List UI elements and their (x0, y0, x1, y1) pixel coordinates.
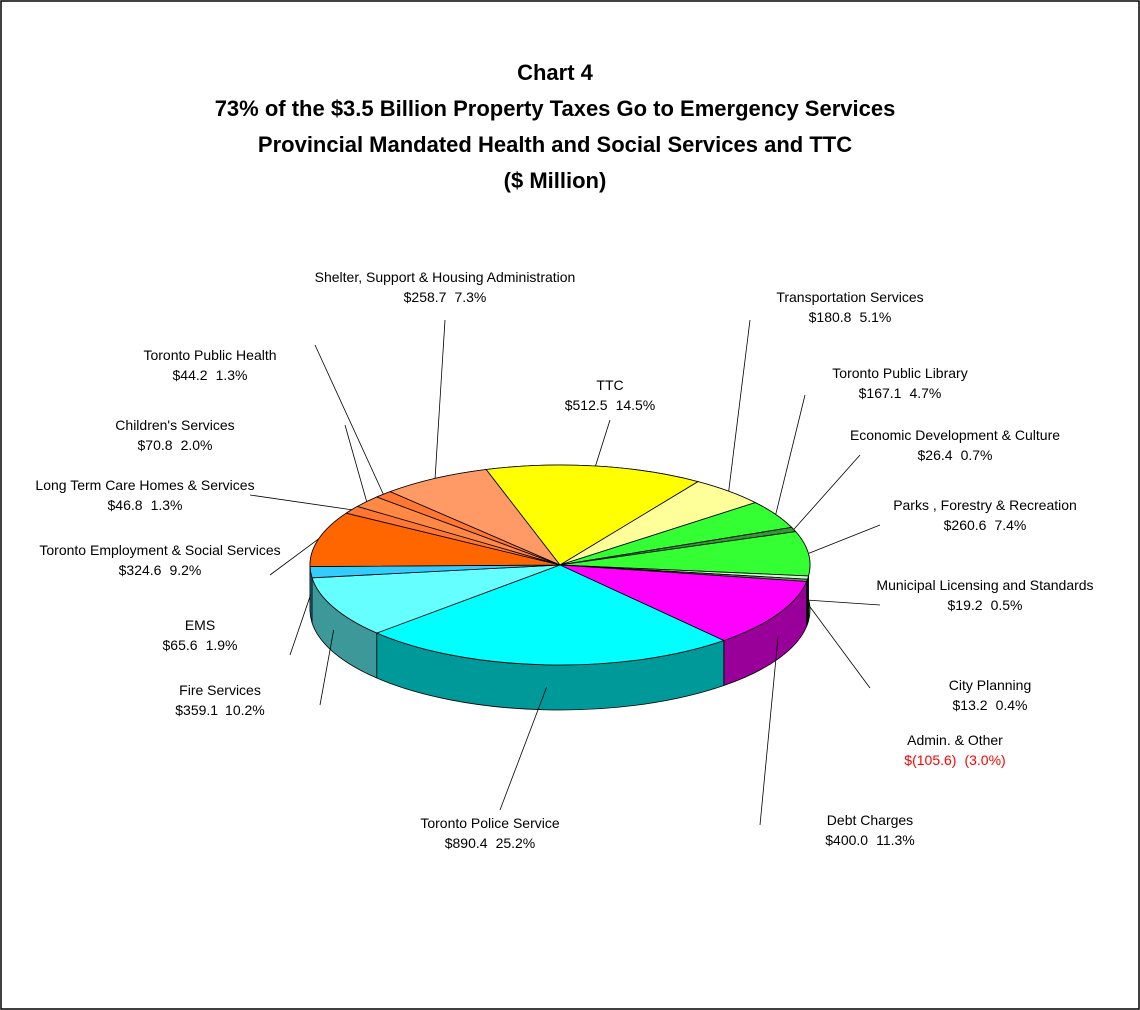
label-name: Toronto Public Library (832, 365, 967, 381)
label-value: $167.1 (859, 385, 902, 401)
leader-line (314, 344, 384, 495)
labels: TTC $512.5 14.5% Transportation Services $18… (35, 269, 1093, 851)
label-share: 1.3% (151, 497, 183, 513)
label-name: EMS (185, 617, 215, 633)
leader-line (806, 602, 871, 689)
label-name: Long Term Care Homes & Services (35, 477, 254, 493)
slice (559, 531, 811, 577)
label-share: 0.5% (991, 597, 1023, 613)
label-value: $324.6 (119, 562, 162, 578)
leader-line (344, 424, 368, 502)
data-label: Transportation Services $180.8 5.1% (776, 289, 923, 325)
slice (309, 512, 561, 567)
label-value: $359.1 (175, 702, 218, 718)
label-share: 25.2% (496, 835, 536, 851)
label-value: $70.8 (138, 437, 173, 453)
chart-title: Chart 4 (517, 60, 594, 85)
label-name: Shelter, Support & Housing Administratio… (315, 269, 576, 285)
pie-tops (309, 464, 811, 666)
label-value: $512.5 (565, 397, 608, 413)
data-label: Toronto Public Library $167.1 4.7% (832, 365, 967, 401)
data-label: Toronto Public Health $44.2 1.3% (143, 347, 276, 383)
label-name: Economic Development & Culture (850, 427, 1060, 443)
label-value: $65.6 (163, 637, 198, 653)
chart-subtitle: ($ Million) (504, 168, 607, 193)
chart-subtitle: Provincial Mandated Health and Social Se… (258, 132, 852, 157)
slice (375, 564, 725, 666)
label-value: $19.2 (948, 597, 983, 613)
slice (559, 564, 808, 641)
leader-line (434, 319, 446, 479)
label-value: $44.2 (173, 367, 208, 383)
label-share: 4.7% (909, 385, 941, 401)
label-name: Debt Charges (827, 812, 913, 828)
label-name: Toronto Public Health (143, 347, 276, 363)
label-name: Toronto Police Service (420, 815, 560, 831)
label-share: 14.5% (616, 397, 656, 413)
label-name: Fire Services (179, 682, 261, 698)
data-label: Toronto Employment & Social Services $324… (39, 542, 280, 578)
data-label: Fire Services $359.1 10.2% (175, 682, 264, 718)
label-name: Admin. & Other (907, 732, 1003, 748)
label-share: 0.4% (996, 697, 1028, 713)
label-name: TTC (596, 377, 623, 393)
label-value: $260.6 (944, 517, 987, 533)
data-label: Municipal Licensing and Standards $19.2 0.… (876, 577, 1093, 613)
slice (311, 564, 561, 634)
slice (485, 464, 699, 566)
data-label: Long Term Care Homes & Services $46.8 1.3% (35, 477, 254, 513)
leader-line (269, 538, 319, 576)
data-label: Admin. & Other $(105.6) (3.0%) (904, 732, 1005, 768)
label-share: 0.7% (961, 447, 993, 463)
leader-line (775, 394, 806, 515)
data-label: Economic Development & Culture $26.4 0.7% (850, 427, 1060, 463)
label-share: 9.2% (169, 562, 201, 578)
label-value: $180.8 (809, 309, 852, 325)
leader-line (807, 599, 881, 606)
label-share: 7.4% (994, 517, 1026, 533)
leader-line (728, 319, 751, 492)
label-value: $890.4 (445, 835, 488, 851)
label-name: Toronto Employment & Social Services (39, 542, 280, 558)
label-value: $26.4 (918, 447, 953, 463)
data-label: City Planning $13.2 0.4% (949, 677, 1032, 713)
leader-line (249, 494, 352, 511)
leader-line (793, 454, 861, 530)
label-share: 7.3% (454, 289, 486, 305)
leader-line (595, 419, 611, 467)
data-label: Toronto Police Service $890.4 25.2% (420, 815, 560, 851)
data-label: EMS $65.6 1.9% (163, 617, 238, 653)
label-name: Municipal Licensing and Standards (876, 577, 1093, 593)
label-share: 2.0% (181, 437, 213, 453)
label-name: Children's Services (115, 417, 234, 433)
label-name: Parks , Forestry & Recreation (893, 497, 1077, 513)
label-share: 10.2% (225, 702, 265, 718)
label-value: $258.7 (404, 289, 447, 305)
leader-line (289, 594, 312, 656)
data-label: Shelter, Support & Housing Administratio… (315, 269, 576, 305)
data-label: TTC $512.5 14.5% (565, 377, 656, 413)
label-value: $(105.6) (904, 752, 956, 768)
slice (389, 469, 561, 566)
data-label: Parks , Forestry & Recreation $260.6 7.4% (893, 497, 1077, 533)
label-value: $46.8 (108, 497, 143, 513)
chart-subtitle: 73% of the $3.5 Billion Property Taxes G… (215, 96, 896, 121)
label-share: 11.3% (876, 832, 915, 848)
label-value: $13.2 (953, 697, 988, 713)
leader-line (499, 687, 547, 811)
data-label: Children's Services $70.8 2.0% (115, 417, 234, 453)
label-name: City Planning (949, 677, 1032, 693)
leader-line (319, 629, 335, 706)
data-label: Debt Charges $400.0 11.3% (825, 812, 915, 848)
label-share: 1.9% (206, 637, 238, 653)
leader-line (808, 524, 881, 554)
label-name: Transportation Services (776, 289, 923, 305)
label-value: $400.0 (825, 832, 868, 848)
label-share: (3.0%) (964, 752, 1005, 768)
label-share: 1.3% (216, 367, 248, 383)
label-share: 5.1% (859, 309, 891, 325)
leader-line (759, 636, 779, 826)
